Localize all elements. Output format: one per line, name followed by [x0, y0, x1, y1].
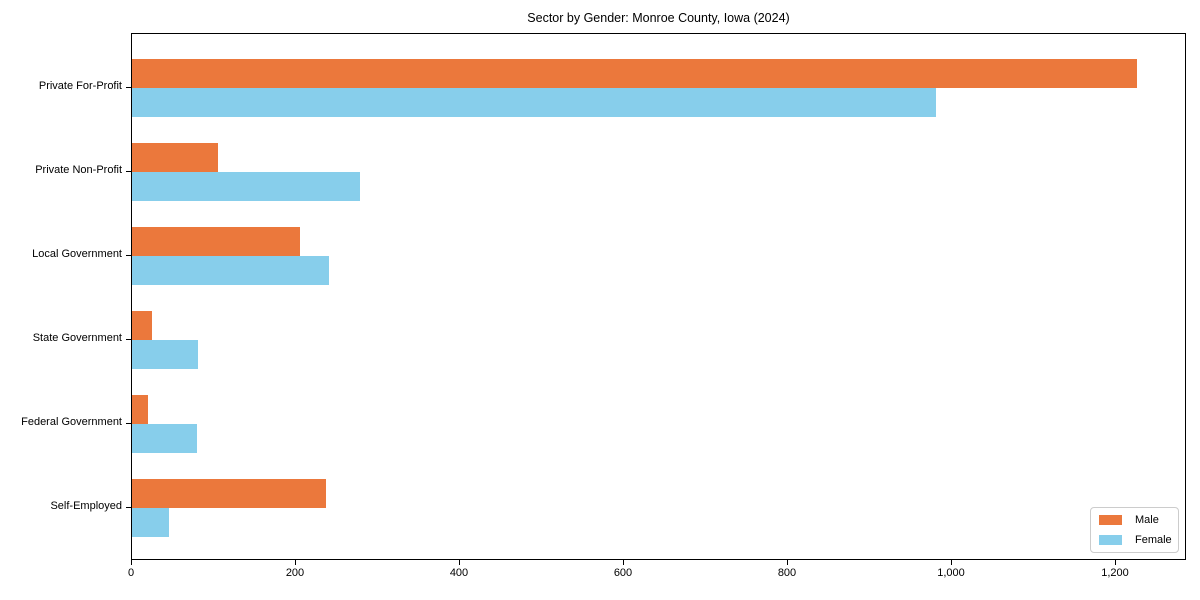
y-tick: [126, 171, 131, 172]
y-tick: [126, 339, 131, 340]
bar-male-self-employed: [132, 479, 326, 508]
bar-female-federal-government: [132, 424, 197, 453]
y-tick-label-private-non-profit: Private Non-Profit: [35, 164, 122, 176]
y-tick-label-local-government: Local Government: [32, 248, 122, 260]
y-tick: [126, 423, 131, 424]
chart-title: Sector by Gender: Monroe County, Iowa (2…: [527, 11, 790, 25]
bar-female-local-government: [132, 256, 329, 285]
x-tick-label-1-000: 1,000: [937, 567, 965, 579]
y-tick-label-federal-government: Federal Government: [21, 416, 122, 428]
x-tick: [131, 560, 132, 565]
legend-label-male: Male: [1135, 514, 1159, 527]
x-tick: [459, 560, 460, 565]
y-tick: [126, 255, 131, 256]
legend-label-female: Female: [1135, 533, 1172, 546]
x-tick: [1115, 560, 1116, 565]
x-tick: [787, 560, 788, 565]
x-tick-label-600: 600: [613, 567, 633, 579]
bar-male-local-government: [132, 227, 300, 256]
bar-male-state-government: [132, 311, 152, 340]
y-tick-label-self-employed: Self-Employed: [50, 500, 122, 512]
legend-item-female: Female: [1091, 532, 1178, 547]
x-tick-label-800: 800: [777, 567, 797, 579]
bar-female-private-for-profit: [132, 88, 936, 117]
y-tick: [126, 87, 131, 88]
y-tick-label-state-government: State Government: [32, 332, 122, 344]
x-tick: [623, 560, 624, 565]
bar-male-private-non-profit: [132, 143, 218, 172]
female-color-swatch: [1099, 534, 1122, 545]
x-tick: [951, 560, 952, 565]
x-tick-label-400: 400: [449, 567, 469, 579]
bar-male-federal-government: [132, 395, 148, 424]
male-color-swatch: [1099, 515, 1122, 526]
bar-male-private-for-profit: [132, 59, 1137, 88]
bar-female-self-employed: [132, 508, 169, 537]
x-tick-label-0: 0: [127, 567, 135, 579]
y-tick-label-private-for-profit: Private For-Profit: [38, 80, 122, 92]
legend-item-male: Male: [1091, 513, 1178, 528]
x-tick: [295, 560, 296, 565]
bar-female-private-non-profit: [132, 172, 360, 201]
y-tick: [126, 507, 131, 508]
x-tick-label-200: 200: [285, 567, 305, 579]
x-tick-label-1-200: 1,200: [1101, 567, 1129, 579]
plot-area: [131, 33, 1186, 560]
legend: Male Female: [1090, 507, 1179, 553]
bar-female-state-government: [132, 340, 198, 369]
